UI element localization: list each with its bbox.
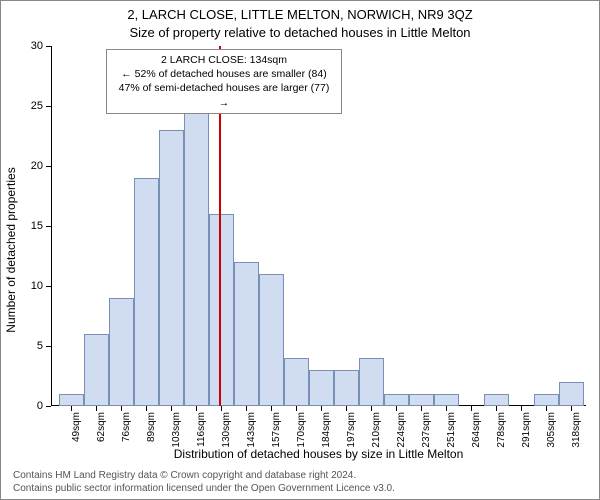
chart-title-line2: Size of property relative to detached ho…	[1, 25, 599, 40]
y-tick-label: 0	[37, 400, 43, 412]
x-tick-label: 116sqm	[196, 412, 207, 447]
x-tick	[121, 406, 122, 411]
y-axis-label: Number of detached properties	[4, 167, 18, 332]
x-tick-label: 103sqm	[171, 412, 182, 448]
histogram-bar	[384, 394, 409, 406]
x-tick	[496, 406, 497, 411]
x-tick	[521, 406, 522, 411]
histogram-bar	[534, 394, 559, 406]
info-line2: ← 52% of detached houses are smaller (84…	[113, 67, 335, 81]
footer-line1: Contains HM Land Registry data © Crown c…	[13, 470, 395, 483]
histogram-bar	[284, 358, 309, 406]
x-tick	[71, 406, 72, 411]
histogram-bar	[359, 358, 384, 406]
x-tick	[471, 406, 472, 411]
y-tick-label: 20	[31, 160, 43, 172]
x-tick	[346, 406, 347, 411]
footer-line2: Contains public sector information licen…	[13, 483, 395, 496]
x-tick	[446, 406, 447, 411]
x-tick-label: 170sqm	[296, 412, 307, 448]
x-tick-label: 143sqm	[246, 412, 257, 448]
chart-container: { "chart": { "type": "histogram", "title…	[0, 0, 600, 500]
histogram-bar	[109, 298, 134, 406]
x-tick	[196, 406, 197, 411]
histogram-bar	[234, 262, 259, 406]
x-tick-label: 224sqm	[396, 412, 407, 448]
x-tick-label: 197sqm	[346, 412, 357, 448]
x-tick-label: 278sqm	[496, 412, 507, 448]
y-tick-label: 10	[31, 280, 43, 292]
y-tick	[46, 106, 51, 107]
histogram-bar	[334, 370, 359, 406]
histogram-bar	[159, 130, 184, 406]
y-tick	[46, 406, 51, 407]
y-tick	[46, 226, 51, 227]
x-tick	[246, 406, 247, 411]
x-tick	[271, 406, 272, 411]
info-box: 2 LARCH CLOSE: 134sqm← 52% of detached h…	[106, 49, 342, 114]
x-tick-label: 76sqm	[121, 412, 132, 442]
histogram-bar	[559, 382, 584, 406]
info-line3: 47% of semi-detached houses are larger (…	[113, 81, 335, 109]
x-tick-label: 264sqm	[471, 412, 482, 448]
x-tick	[321, 406, 322, 411]
x-tick-label: 237sqm	[421, 412, 432, 448]
x-tick-label: 305sqm	[546, 412, 557, 448]
y-tick-label: 30	[31, 40, 43, 52]
plot-area: 05101520253049sqm62sqm76sqm89sqm103sqm11…	[51, 46, 586, 406]
x-tick-label: 49sqm	[71, 412, 82, 442]
x-tick	[171, 406, 172, 411]
y-tick	[46, 166, 51, 167]
x-axis-label: Distribution of detached houses by size …	[51, 447, 586, 461]
histogram-bar	[84, 334, 109, 406]
x-tick-label: 62sqm	[96, 412, 107, 442]
histogram-bar	[409, 394, 434, 406]
histogram-bar	[484, 394, 509, 406]
histogram-bar	[209, 214, 234, 406]
x-tick	[396, 406, 397, 411]
y-tick	[46, 346, 51, 347]
y-tick-label: 5	[37, 340, 43, 352]
y-tick	[46, 286, 51, 287]
histogram-bar	[434, 394, 459, 406]
y-tick-label: 25	[31, 100, 43, 112]
y-tick-label: 15	[31, 220, 43, 232]
x-tick-label: 130sqm	[221, 412, 232, 448]
x-tick	[146, 406, 147, 411]
x-tick	[221, 406, 222, 411]
x-tick	[96, 406, 97, 411]
histogram-bar	[134, 178, 159, 406]
histogram-bar	[309, 370, 334, 406]
histogram-bar	[184, 106, 209, 406]
x-tick	[371, 406, 372, 411]
chart-title-line1: 2, LARCH CLOSE, LITTLE MELTON, NORWICH, …	[1, 7, 599, 22]
x-tick	[571, 406, 572, 411]
x-tick	[546, 406, 547, 411]
x-tick-label: 157sqm	[271, 412, 282, 448]
x-tick	[421, 406, 422, 411]
x-tick-label: 318sqm	[571, 412, 582, 448]
info-line1: 2 LARCH CLOSE: 134sqm	[113, 53, 335, 67]
y-axis	[51, 46, 52, 406]
x-tick-label: 89sqm	[146, 412, 157, 442]
histogram-bar	[259, 274, 284, 406]
histogram-bar	[59, 394, 84, 406]
x-tick-label: 251sqm	[446, 412, 457, 448]
x-tick-label: 291sqm	[521, 412, 532, 448]
y-tick	[46, 46, 51, 47]
x-tick	[296, 406, 297, 411]
x-tick-label: 210sqm	[371, 412, 382, 448]
footer-attribution: Contains HM Land Registry data © Crown c…	[13, 470, 395, 495]
x-tick-label: 184sqm	[321, 412, 332, 448]
